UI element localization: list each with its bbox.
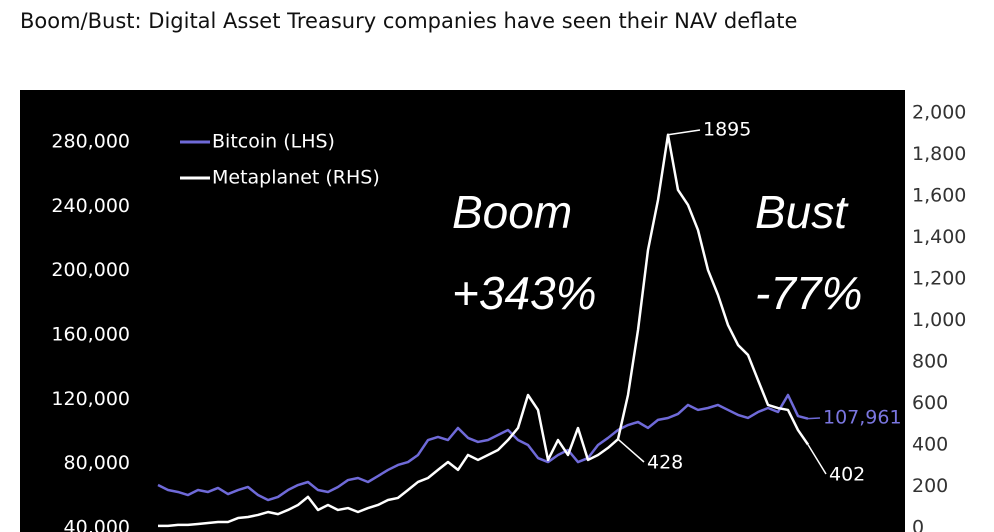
- y-tick-label: 120,000: [51, 388, 130, 410]
- y2-tick-label: 1,600: [912, 185, 966, 207]
- y2-tick-label: 600: [912, 392, 948, 414]
- y2-tick-label: 400: [912, 434, 948, 456]
- y2-tick-label: 200: [912, 475, 948, 497]
- y2-tick-label: 1,000: [912, 309, 966, 331]
- chart-background: [20, 90, 905, 532]
- annotation: 428: [647, 452, 683, 474]
- annotation: Bust: [755, 186, 849, 238]
- annotation: 107,961: [823, 407, 902, 429]
- legend-label: Metaplanet (RHS): [212, 167, 380, 189]
- y2-tick-label: 0: [912, 517, 924, 532]
- annotation-leader: [617, 438, 645, 463]
- annotation-leader: [807, 444, 827, 475]
- y-tick-label: 280,000: [51, 130, 130, 152]
- y2-tick-label: 1,800: [912, 143, 966, 165]
- y-tick-label: 160,000: [51, 323, 130, 345]
- annotation: 402: [829, 464, 865, 486]
- annotation: Boom: [452, 186, 572, 238]
- annotation-leader: [667, 129, 701, 136]
- y2-tick-label: 1,400: [912, 226, 966, 248]
- annotation: -77%: [755, 267, 862, 319]
- annotation: 1895: [703, 119, 751, 141]
- y-tick-label: 240,000: [51, 195, 130, 217]
- series-line: [158, 133, 810, 528]
- y2-tick-label: 1,200: [912, 268, 966, 290]
- series-line: [157, 393, 809, 502]
- y2-tick-label: 2,000: [912, 102, 966, 124]
- y-tick-label: 40,000: [64, 517, 130, 532]
- y-tick-label: 80,000: [64, 452, 130, 474]
- annotation-leader: [807, 417, 821, 420]
- legend-label: Bitcoin (LHS): [212, 131, 335, 153]
- chart-title: Boom/Bust: Digital Asset Treasury compan…: [20, 9, 797, 33]
- annotation: +343%: [452, 267, 597, 319]
- y-tick-label: 200,000: [51, 259, 130, 281]
- y2-tick-label: 800: [912, 351, 948, 373]
